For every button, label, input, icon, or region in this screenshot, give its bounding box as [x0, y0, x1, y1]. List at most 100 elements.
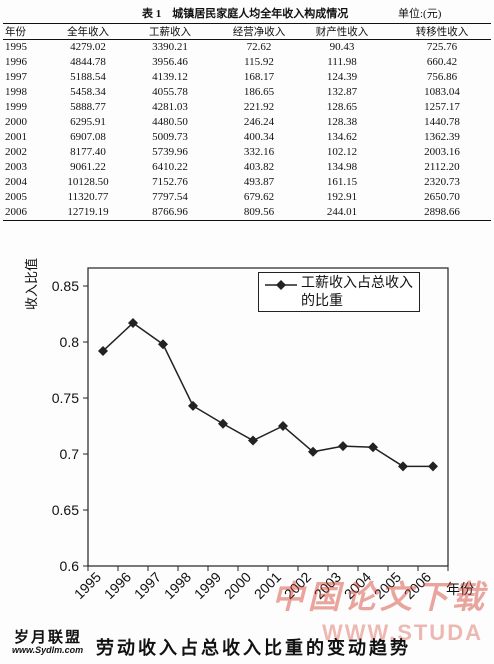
cell-year: 2003 — [5, 161, 27, 173]
cell-wage-income: 3956.46 — [152, 56, 188, 68]
y-axis-title: 收入比值 — [24, 258, 40, 310]
cell-property-income: 90.43 — [329, 41, 355, 53]
cell-total-income: 4844.78 — [70, 56, 106, 68]
data-point — [278, 421, 288, 431]
cell-property-income: 161.15 — [326, 176, 358, 188]
header-year: 年份 — [3, 23, 43, 40]
cell-total-income: 9061.22 — [70, 161, 106, 173]
cell-transfer-income: 660.42 — [426, 56, 458, 68]
header-property-income: 财产性收入 — [311, 23, 373, 40]
plot-frame — [87, 267, 449, 567]
cell-business-income: 186.65 — [243, 86, 275, 98]
data-point — [398, 461, 408, 472]
header-business-income: 经营净收入 — [207, 23, 311, 40]
data-point — [428, 461, 438, 472]
figure-caption: 劳动收入占总收入比重的变动趋势 — [96, 638, 411, 659]
cell-wage-income: 5739.96 — [152, 146, 188, 158]
cell-wage-income: 5009.73 — [152, 131, 188, 143]
cell-year: 1998 — [5, 86, 27, 98]
cell-property-income: 134.98 — [326, 161, 358, 173]
table-row: 1995 4279.02 3390.21 72.62 90.43 725.76 — [3, 40, 491, 56]
cell-business-income: 809.56 — [243, 206, 275, 218]
cell-property-income: 134.62 — [326, 131, 358, 143]
cell-total-income: 6907.08 — [70, 131, 106, 143]
cell-property-income: 124.39 — [326, 71, 358, 83]
cell-business-income: 403.82 — [243, 161, 275, 173]
cell-transfer-income: 2112.20 — [424, 161, 460, 173]
data-point — [218, 418, 228, 429]
table-row: 1997 5188.54 4139.12 168.17 124.39 756.86 — [3, 70, 491, 85]
cell-business-income: 332.16 — [243, 146, 275, 158]
watermark-left-url: www.Sydlm.com — [12, 645, 84, 655]
cell-business-income: 679.62 — [243, 191, 275, 203]
line-chart: 收入比值 年份 0.60.650.70.750.80.8519951996199… — [24, 258, 474, 602]
y-tick-label: 0.8 — [60, 334, 80, 350]
cell-year: 2006 — [5, 206, 27, 218]
table-row: 2001 6907.08 5009.73 400.34 134.62 1362.39 — [3, 130, 491, 145]
cell-total-income: 6295.91 — [70, 116, 106, 128]
cell-business-income: 168.17 — [243, 71, 275, 83]
header-total-income: 全年收入 — [43, 23, 133, 40]
y-tick-label: 0.7 — [60, 446, 80, 462]
y-tick-label: 0.85 — [52, 278, 79, 294]
table-header-row: 年份 全年收入 工薪收入 经营净收入 财产性收入 转移性收入 — [3, 23, 491, 40]
cell-business-income: 72.62 — [246, 41, 272, 53]
header-transfer-income: 转移性收入 — [373, 23, 491, 40]
legend-diamond-line-icon — [265, 280, 297, 290]
cell-transfer-income: 725.76 — [426, 41, 458, 53]
income-table: 年份 全年收入 工薪收入 经营净收入 财产性收入 转移性收入 1995 4279.… — [3, 23, 491, 221]
cell-transfer-income: 756.86 — [426, 71, 458, 83]
cell-wage-income: 4139.12 — [152, 71, 188, 83]
cell-wage-income: 4480.50 — [152, 116, 188, 128]
cell-transfer-income: 2320.73 — [424, 176, 460, 188]
cell-total-income: 10128.50 — [67, 176, 109, 188]
table-row: 1999 5888.77 4281.03 221.92 128.65 1257.17 — [3, 100, 491, 115]
watermark-right-url: WWW.STUDA — [322, 620, 483, 645]
table-row: 2003 9061.22 6410.22 403.82 134.98 2112.20 — [3, 160, 491, 175]
y-tick-label: 0.65 — [52, 502, 79, 518]
legend-label: 工薪收入占总收入的比重 — [301, 275, 413, 309]
table-row: 2004 10128.50 7152.76 493.87 161.15 2320.73 — [3, 175, 491, 190]
cell-transfer-income: 2003.16 — [424, 146, 460, 158]
cell-total-income: 8177.40 — [70, 146, 106, 158]
x-tick-label: 1996 — [101, 569, 134, 602]
cell-transfer-income: 2650.70 — [424, 191, 460, 203]
cell-total-income: 12719.19 — [67, 206, 109, 218]
cell-year: 2005 — [5, 191, 27, 203]
cell-total-income: 5888.77 — [70, 101, 106, 113]
x-tick-label: 2000 — [221, 569, 254, 602]
data-point — [128, 317, 138, 328]
cell-wage-income: 7152.76 — [152, 176, 188, 188]
cell-transfer-income: 2898.66 — [424, 206, 460, 218]
data-point — [368, 442, 378, 453]
cell-year: 2000 — [5, 116, 27, 128]
x-tick-label: 1998 — [161, 569, 194, 602]
table-row: 2002 8177.40 5739.96 332.16 102.12 2003.16 — [3, 145, 491, 160]
cell-business-income: 221.92 — [243, 101, 275, 113]
cell-wage-income: 8766.96 — [152, 206, 188, 218]
cell-property-income: 111.98 — [327, 56, 357, 68]
cell-year: 1997 — [5, 71, 27, 83]
cell-year: 2002 — [5, 146, 27, 158]
cell-property-income: 132.87 — [326, 86, 358, 98]
cell-business-income: 246.24 — [243, 116, 275, 128]
legend: 工薪收入占总收入的比重 — [258, 272, 420, 312]
data-point — [98, 345, 108, 356]
cell-property-income: 244.01 — [326, 206, 358, 218]
data-point — [308, 446, 318, 457]
header-wage-income: 工薪收入 — [133, 23, 207, 40]
cell-total-income: 5188.54 — [70, 71, 106, 83]
x-tick-label: 1999 — [191, 569, 224, 602]
cell-business-income: 400.34 — [243, 131, 275, 143]
watermark-right-title: 中国论文下载 — [272, 578, 489, 616]
cell-year: 2004 — [5, 176, 27, 188]
cell-property-income: 128.38 — [326, 116, 358, 128]
cell-property-income: 102.12 — [326, 146, 358, 158]
cell-business-income: 115.92 — [244, 56, 274, 68]
cell-total-income: 5458.34 — [70, 86, 106, 98]
cell-transfer-income: 1362.39 — [424, 131, 460, 143]
cell-total-income: 11320.77 — [67, 191, 109, 203]
table-row: 2000 6295.91 4480.50 246.24 128.38 1440.78 — [3, 115, 491, 130]
data-point — [338, 441, 348, 452]
cell-transfer-income: 1257.17 — [424, 101, 460, 113]
